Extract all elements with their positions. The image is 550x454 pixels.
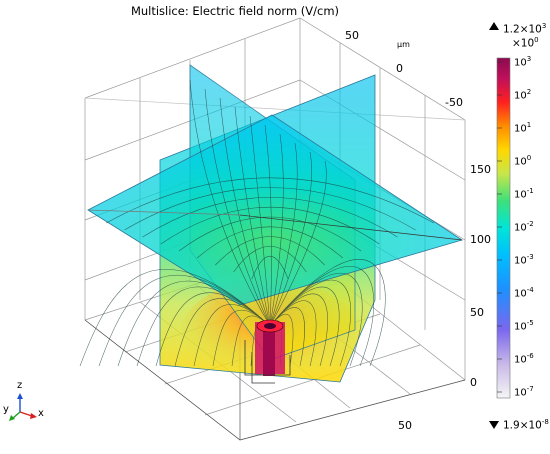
colorbar-tick-label: 100 (514, 154, 531, 167)
slice-xy (87, 114, 463, 306)
y-tick-0: 0 (396, 62, 403, 75)
field-line (178, 216, 362, 252)
field-line (269, 259, 386, 367)
field-line (204, 88, 271, 327)
colorbar-tick-exp: -6 (526, 352, 534, 360)
field-line (249, 115, 271, 327)
colorbar-tick-label: 10-6 (514, 352, 534, 365)
colorbar-max-mantissa: 1.2×10 (503, 23, 542, 36)
field-line (269, 266, 374, 367)
colorbar-max: 1.2×103 (503, 22, 546, 36)
field-line (233, 246, 307, 273)
colorbar-tick-label: 103 (514, 55, 531, 68)
colorbar-tick-exp: -4 (526, 286, 534, 294)
triad-y-label: y (3, 404, 9, 415)
colorbar-tick-exp: -7 (526, 385, 534, 393)
field-line (142, 197, 398, 238)
field-line (136, 286, 271, 367)
colorbar-tick-exp: 0 (526, 154, 532, 162)
colorbar-tick-label: 10-2 (514, 220, 534, 233)
field-line (269, 133, 284, 327)
colorbar-tick-exp: -1 (526, 187, 534, 195)
field-line (197, 226, 343, 259)
colorbar-tick-base: 10 (514, 354, 527, 366)
field-line (269, 293, 328, 367)
field-line (269, 142, 298, 327)
field-line (269, 160, 327, 327)
colorbar-tick-base: 10 (514, 255, 527, 267)
colorbar-tick-label: 10-1 (514, 187, 534, 200)
colorbar-tick-label: 10-7 (514, 385, 534, 398)
triad-x-label: x (38, 408, 44, 419)
field-line (79, 268, 271, 367)
y-tick-neg50: -50 (445, 96, 463, 109)
colorbar-scale: ×100 (512, 36, 539, 50)
axis-triad (9, 393, 37, 421)
colorbar-scale-exp: 0 (534, 36, 539, 44)
colorbar-max-exp: 3 (541, 22, 547, 30)
colorbar-tick-base: 10 (514, 387, 527, 399)
colorbar-tick-base: 10 (514, 189, 527, 201)
colorbar-tick-base: 10 (514, 156, 527, 168)
colorbar-tick-exp: 3 (526, 55, 532, 63)
z-tick-0: 0 (470, 376, 477, 389)
z-tick-50: 50 (470, 306, 484, 319)
colorbar-tick-exp: -2 (526, 220, 534, 228)
field-line (212, 309, 271, 367)
colorbar-tick-exp: 2 (526, 88, 532, 96)
colorbar-tick-base: 10 (514, 222, 527, 234)
plot-title: Multislice: Electric field norm (V/cm) (130, 4, 340, 18)
triad-z-label: z (17, 380, 23, 391)
colorbar-tick-label: 10-4 (514, 286, 534, 299)
z-tick-150: 150 (470, 163, 491, 176)
y-tick-50: 50 (345, 29, 359, 42)
colorbar-tick-base: 10 (514, 57, 527, 69)
colorbar-tick-base: 10 (514, 321, 527, 333)
z-tick-100: 100 (470, 233, 491, 246)
field-line (193, 304, 271, 367)
electrode (244, 319, 291, 384)
axis-unit-label: µm (397, 40, 410, 49)
field-line (98, 274, 271, 367)
field-line (234, 106, 271, 327)
field-lines (79, 79, 434, 367)
colorbar (489, 22, 511, 429)
colorbar-min-mantissa: 1.9×10 (503, 419, 542, 432)
colorbar-tick-base: 10 (514, 90, 527, 102)
field-line (174, 298, 271, 367)
colorbar-tick-base: 10 (514, 288, 527, 300)
colorbar-tick-base: 10 (514, 123, 527, 135)
field-line (219, 97, 271, 327)
field-line (117, 280, 271, 367)
field-line (269, 300, 317, 367)
colorbar-tick-label: 102 (514, 88, 531, 101)
colorbar-tick-label: 10-3 (514, 253, 534, 266)
colorbar-scale-base: ×10 (512, 37, 535, 50)
field-line (189, 79, 271, 327)
colorbar-tick-label: 101 (514, 121, 531, 134)
field-line (269, 307, 305, 367)
colorbar-tick-exp: 1 (526, 121, 532, 129)
colorbar-tick-exp: -5 (526, 319, 534, 327)
colorbar-tick-label: 10-5 (514, 319, 534, 332)
inner-box (87, 209, 463, 241)
field-line (269, 279, 351, 367)
field-line (264, 124, 272, 327)
field-line (106, 177, 434, 224)
colorbar-min-exp: -8 (541, 418, 549, 426)
field-line (215, 236, 325, 266)
colorbar-min: 1.9×10-8 (503, 418, 549, 432)
x-tick-50: 50 (398, 419, 412, 432)
field-line (155, 292, 271, 367)
colorbar-tick-exp: -3 (526, 253, 534, 261)
